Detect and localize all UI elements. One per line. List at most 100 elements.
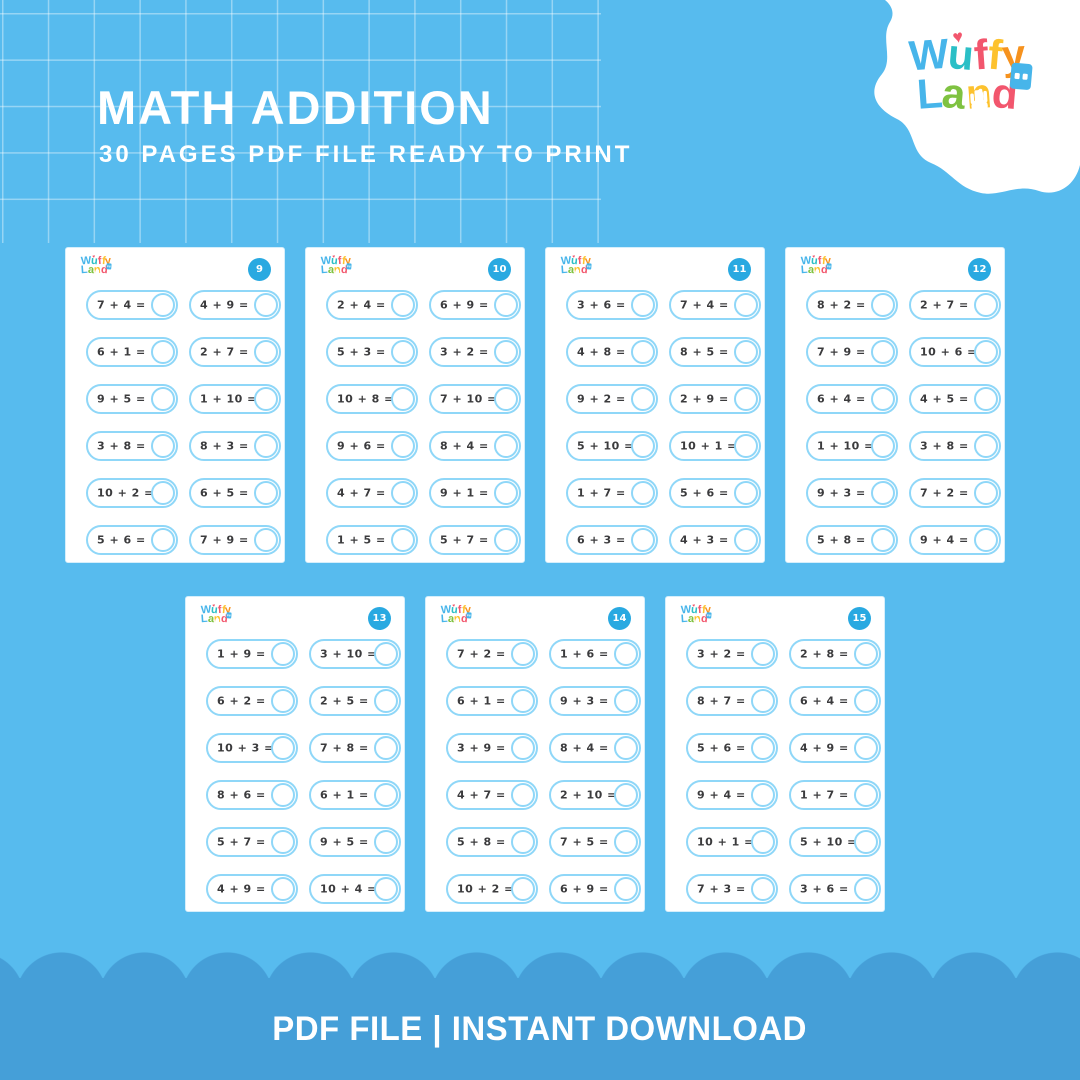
answer-circle [391,434,415,458]
problem-text: 4 + 9 = [800,741,849,755]
problem-text: 5 + 3 = [337,345,386,359]
problem-pill: 1 + 7 = [789,780,881,810]
brand-letter: n [693,613,701,626]
problem-pill: 3 + 6 = [566,290,658,320]
problem-pill: 10 + 3 = [206,733,298,763]
answer-circle [751,689,775,713]
answer-circle [871,293,895,317]
problem-pill: 1 + 7 = [566,478,658,508]
problem-text: 2 + 8 = [800,647,849,661]
answer-circle [854,830,878,854]
worksheet-page: Wu ♥ ffy Lan d 11 3 + 6 = 7 + 4 = 4 + 8 = 8 + 5… [545,247,765,563]
worksheet-body: 1 + 9 = 3 + 10 = 6 + 2 = 2 + 5 = 10 + 3 = 7 +… [186,597,404,911]
problem-pill: 10 + 2 = [446,874,538,904]
problem-text: 9 + 5 = [97,392,146,406]
footer-banner: PDF FILE | INSTANT DOWNLOAD [0,978,1080,1080]
problem-pill: 4 + 5 = [909,384,1001,414]
problem-text: 5 + 8 = [457,835,506,849]
problem-pill: 5 + 3 = [326,337,418,367]
answer-circle [494,340,518,364]
problem-pill: 5 + 7 = [206,827,298,857]
problem-text: 1 + 6 = [560,647,609,661]
answer-circle [854,877,878,901]
problem-pill: 9 + 4 = [909,525,1001,555]
problem-text: 7 + 9 = [200,533,249,547]
problem-text: 6 + 4 = [800,694,849,708]
problem-text: 3 + 2 = [697,647,746,661]
problem-pill: 10 + 8 = [326,384,418,414]
answer-circle [614,830,638,854]
brand-letter: L [915,68,945,118]
problem-pill: 7 + 9 = [806,337,898,367]
brand-letter: n [964,68,994,118]
problem-pill: 6 + 5 = [189,478,281,508]
page-number-badge: 15 [848,607,871,630]
worksheet-logo: Wu ♥ ffy Lan d [81,254,112,277]
answer-circle [614,783,638,807]
answer-circle [271,877,295,901]
worksheet-logo: Wu ♥ ffy Lan d [201,603,232,626]
problem-text: 8 + 7 = [697,694,746,708]
page-number-badge: 12 [968,258,991,281]
answer-circle [734,293,758,317]
hand-icon [967,86,991,113]
answer-circle [631,528,655,552]
brand-letter: n [813,264,821,277]
worksheet-logo: Wu ♥ ffy Lan d [801,254,832,277]
problem-text: 6 + 9 = [440,298,489,312]
worksheet-logo: Wu ♥ ffy Lan d [321,254,352,277]
answer-circle [854,736,878,760]
answer-circle [974,387,998,411]
problem-pill: 8 + 2 = [806,290,898,320]
answer-circle [511,830,535,854]
problem-pill: 2 + 9 = [669,384,761,414]
problem-text: 7 + 4 = [97,298,146,312]
brand-letter: n [213,613,221,626]
problem-pill: 6 + 1 = [446,686,538,716]
problem-pill: 6 + 3 = [566,525,658,555]
answer-circle [494,434,518,458]
problem-pill: 2 + 4 = [326,290,418,320]
problem-pill: 7 + 4 = [86,290,178,320]
answer-circle [734,528,758,552]
problem-text: 3 + 6 = [577,298,626,312]
problem-text: 5 + 6 = [97,533,146,547]
page-number-badge: 11 [728,258,751,281]
problem-text: 6 + 1 = [97,345,146,359]
problem-text: 10 + 3 = [217,741,274,755]
problem-text: 6 + 9 = [560,882,609,896]
answer-circle [151,340,175,364]
problem-pill: 8 + 6 = [206,780,298,810]
page-number-badge: 13 [368,607,391,630]
problem-pill: 4 + 9 = [206,874,298,904]
hand-icon [334,269,340,276]
problem-pill: 7 + 10 = [429,384,521,414]
problem-pill: 8 + 7 = [686,686,778,716]
hand-icon [94,269,100,276]
answer-circle [871,434,895,458]
problem-text: 10 + 1 = [680,439,737,453]
problem-text: 4 + 5 = [920,392,969,406]
problem-text: 8 + 6 = [217,788,266,802]
problem-pill: 5 + 6 = [669,478,761,508]
problem-pill: 7 + 3 = [686,874,778,904]
problem-pill: 9 + 6 = [326,431,418,461]
worksheet-logo: Wu ♥ ffy Lan d [441,603,472,626]
problem-text: 9 + 4 = [920,533,969,547]
problem-text: 9 + 3 = [817,486,866,500]
problem-text: 2 + 4 = [337,298,386,312]
worksheet-page: Wu ♥ ffy Lan d 14 7 + 2 = 1 + 6 = 6 + 1 = 9 + 3… [425,596,645,912]
answer-circle [374,877,398,901]
problem-pill: 3 + 8 = [86,431,178,461]
problem-text: 7 + 8 = [320,741,369,755]
brand-logo: Wu ♥ ffy Lan d [872,26,1062,118]
answer-circle [391,528,415,552]
problem-text: 5 + 8 = [817,533,866,547]
answer-circle [254,387,278,411]
answer-circle [734,387,758,411]
answer-circle [974,528,998,552]
problem-pill: 9 + 3 = [549,686,641,716]
problem-pill: 2 + 10 = [549,780,641,810]
answer-circle [494,528,518,552]
answer-circle [271,783,295,807]
